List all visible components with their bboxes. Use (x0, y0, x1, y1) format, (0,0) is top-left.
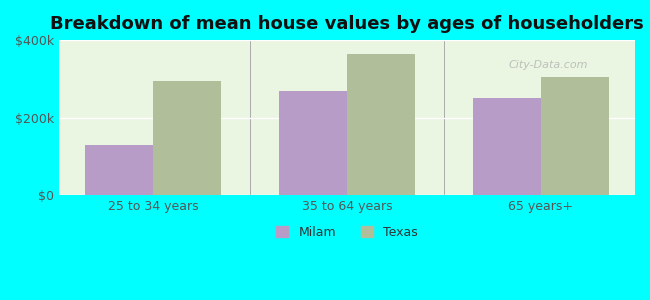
Title: Breakdown of mean house values by ages of householders: Breakdown of mean house values by ages o… (50, 15, 644, 33)
Bar (347, 54, 415, 195)
Legend: Milam, Texas: Milam, Texas (271, 220, 423, 244)
Text: City-Data.com: City-Data.com (508, 60, 588, 70)
Bar (541, 77, 609, 195)
Bar (153, 81, 221, 195)
Bar (279, 91, 347, 195)
Bar (473, 98, 541, 195)
Bar (85, 145, 153, 195)
